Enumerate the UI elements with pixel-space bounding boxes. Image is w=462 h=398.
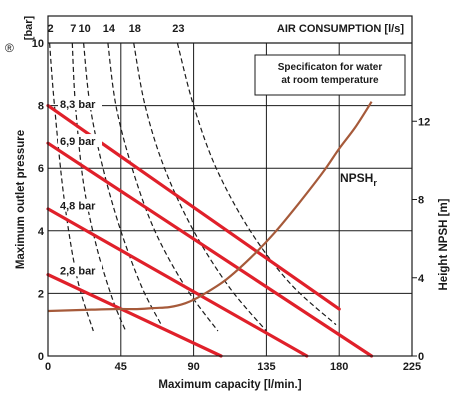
x-tick-label: 90: [187, 361, 199, 373]
air-consumption-value: 2: [48, 23, 54, 35]
y-axis-unit: [bar]: [23, 15, 35, 40]
x-tick-label: 135: [257, 361, 275, 373]
plot-frame: [47, 15, 417, 357]
y2-tick-label: 0: [418, 351, 424, 363]
y2-tick-label: 8: [418, 195, 424, 207]
pressure-label-bg: [58, 263, 102, 277]
npsh-curve-line: [47, 101, 373, 313]
pressure-line: [46, 273, 223, 358]
y-tick-label: 6: [38, 163, 44, 175]
x-axis-title: Maximum capacity [l/min.]: [158, 379, 301, 391]
y2-axis-title: Height NPSH [m]: [438, 198, 450, 290]
air-consumption-value: 18: [129, 23, 141, 35]
air-consumption-value: 7: [70, 23, 76, 35]
registered-mark: ®: [5, 41, 14, 55]
pressure-label: 8,3 bar: [60, 99, 96, 111]
npsh-label: NPSHr: [340, 171, 377, 188]
pressure-label-bg: [58, 198, 102, 212]
chart-text: Specificaton for water at room temperatur…: [5, 15, 450, 391]
air-consumption-value: 23: [172, 23, 184, 35]
y-tick-label: 0: [38, 351, 44, 363]
pressure-label: 4,8 bar: [60, 201, 96, 213]
x-tick-label: 225: [403, 361, 421, 373]
air-consumption-curve: [176, 42, 337, 326]
y-tick-label: 10: [32, 38, 44, 50]
y-axis-title: Maximum outlet pressure: [15, 130, 27, 269]
note-box: [254, 54, 406, 96]
x-tick-label: 45: [115, 361, 127, 373]
npsh-curve: [47, 101, 373, 313]
x-tick-label: 180: [330, 361, 348, 373]
y2-tick-label: 12: [418, 116, 430, 128]
pressure-label: 2,8 bar: [60, 265, 96, 277]
pressure-label: 6,9 bar: [60, 136, 96, 148]
air-consumption-curve: [83, 42, 162, 325]
y-tick-label: 4: [38, 226, 45, 238]
y2-tick-label: 4: [418, 273, 425, 285]
pressure-line: [46, 141, 374, 358]
air-consumption-label: AIR CONSUMPTION [l/s]: [277, 23, 404, 35]
plot-border: [47, 15, 413, 357]
air-consumption-curve: [49, 42, 94, 332]
air-consumption-value: 14: [103, 23, 116, 35]
air-consumption-curve: [133, 42, 267, 332]
pressure-label-bg: [58, 96, 102, 110]
note-line: Specificaton for water: [278, 62, 383, 73]
npsh-label-subscript: r: [373, 178, 377, 188]
y-tick-label: 2: [38, 288, 44, 300]
pressure-line: [46, 207, 309, 358]
y-tick-label: 8: [38, 101, 44, 113]
pressure-label-bg: [58, 134, 102, 148]
x-tick-label: 0: [45, 361, 51, 373]
air-consumption-curve: [71, 42, 127, 332]
note-line: at room temperature: [281, 75, 379, 86]
air-consumption-value: 10: [78, 23, 90, 35]
